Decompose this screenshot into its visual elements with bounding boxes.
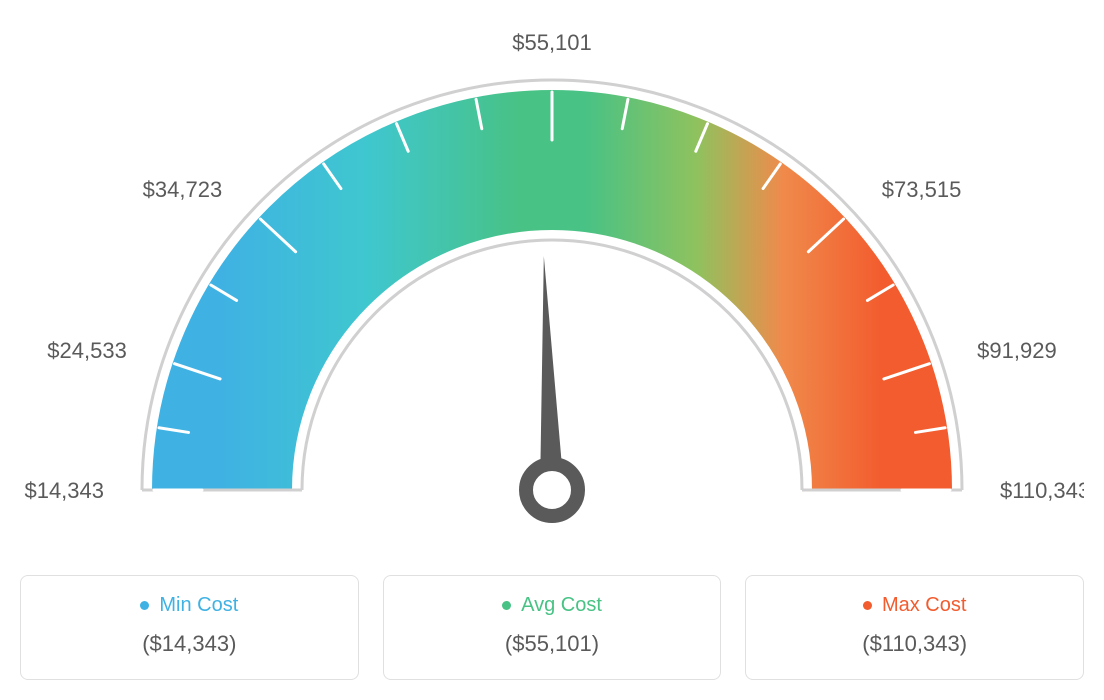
- legend-card-max: Max Cost ($110,343): [745, 575, 1084, 680]
- gauge-needle-hub: [526, 464, 578, 516]
- gauge-chart: $14,343 $24,533 $34,723 $55,101 $73,515 $91,9…: [20, 20, 1084, 545]
- legend-value-max: ($110,343): [756, 631, 1073, 657]
- gauge-label: $91,929: [977, 338, 1057, 363]
- gauge-needle: [540, 256, 564, 490]
- legend-card-avg: Avg Cost ($55,101): [383, 575, 722, 680]
- dot-icon: [140, 601, 149, 610]
- legend-title-avg: Avg Cost: [502, 594, 602, 617]
- gauge-label: $73,515: [882, 177, 962, 202]
- legend-title-max: Max Cost: [863, 594, 966, 617]
- gauge-label: $55,101: [512, 30, 592, 55]
- dot-icon: [502, 601, 511, 610]
- legend-title-min: Min Cost: [140, 594, 238, 617]
- gauge-label: $34,723: [143, 177, 223, 202]
- legend-title-text: Min Cost: [159, 594, 238, 617]
- legend-title-text: Max Cost: [882, 594, 966, 617]
- dot-icon: [863, 601, 872, 610]
- gauge-svg: $14,343 $24,533 $34,723 $55,101 $73,515 $91,9…: [20, 20, 1084, 540]
- gauge-label: $110,343: [1000, 478, 1084, 503]
- legend-value-min: ($14,343): [31, 631, 348, 657]
- legend-value-avg: ($55,101): [394, 631, 711, 657]
- legend-row: Min Cost ($14,343) Avg Cost ($55,101) Ma…: [20, 575, 1084, 680]
- legend-title-text: Avg Cost: [521, 594, 602, 617]
- gauge-label: $24,533: [47, 338, 127, 363]
- cost-gauge-container: $14,343 $24,533 $34,723 $55,101 $73,515 $91,9…: [20, 20, 1084, 680]
- legend-card-min: Min Cost ($14,343): [20, 575, 359, 680]
- gauge-label: $14,343: [24, 478, 104, 503]
